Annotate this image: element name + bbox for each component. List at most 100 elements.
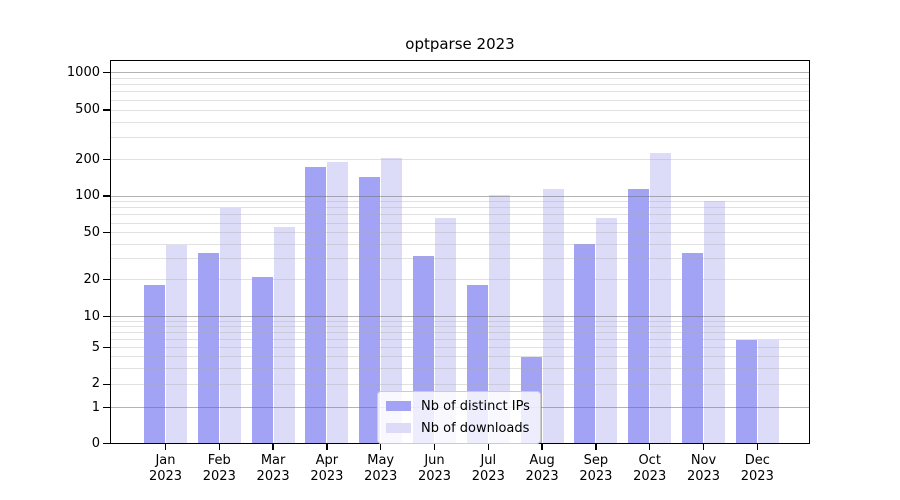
bar-nb-of-distinct-ips-jan: [144, 285, 165, 444]
x-tick-mark-aug: [541, 443, 543, 450]
y-tick-mark-0: [103, 442, 110, 445]
gridline-70: [110, 214, 810, 216]
x-tick-label-apr: Apr 2023: [310, 453, 344, 484]
y-tick-mark-100: [103, 195, 110, 197]
x-tick-mark-jun: [433, 443, 436, 450]
bar-nb-of-downloads-may: [381, 157, 403, 444]
y-tick-mark-2: [103, 383, 110, 385]
gridline-300: [110, 137, 810, 139]
gridline-10: [110, 316, 810, 318]
bar-nb-of-distinct-ips-dec: [735, 339, 757, 444]
y-tick-label-200: 200: [75, 151, 100, 167]
bar-nb-of-downloads-sep: [596, 218, 618, 444]
legend-swatch-downloads: [386, 423, 411, 433]
gridline-80: [110, 207, 810, 209]
chart-title: optparse 2023: [405, 35, 515, 53]
y-tick-label-1000: 1000: [66, 64, 100, 80]
bar-nb-of-distinct-ips-apr: [305, 166, 327, 444]
gridline-1000: [110, 72, 810, 74]
bar-nb-of-downloads-dec: [757, 339, 779, 444]
y-tick-label-2: 2: [91, 376, 100, 392]
gridline-800: [110, 84, 810, 86]
legend-item-downloads: Nb of downloads: [386, 419, 530, 437]
bar-nb-of-downloads-mar: [273, 226, 295, 444]
legend-swatch-distinct-ips: [386, 401, 411, 411]
y-tick-label-1: 1: [91, 399, 100, 415]
x-tick-label-feb: Feb 2023: [202, 453, 236, 484]
gridline-9: [110, 320, 810, 322]
x-tick-label-aug: Aug 2023: [525, 453, 559, 484]
bar-nb-of-distinct-ips-may: [359, 176, 381, 444]
x-tick-label-nov: Nov 2023: [686, 453, 721, 484]
y-tick-mark-1: [103, 406, 110, 409]
y-tick-mark-20: [103, 279, 110, 281]
gridline-20: [110, 279, 810, 281]
bar-nb-of-distinct-ips-nov: [682, 252, 703, 444]
x-tick-mark-feb: [218, 443, 220, 450]
gridline-50: [110, 232, 810, 234]
gridline-700: [110, 91, 810, 93]
y-tick-label-5: 5: [91, 339, 100, 355]
legend-item-distinct-ips: Nb of distinct IPs: [386, 397, 530, 415]
x-tick-mark-sep: [595, 443, 597, 450]
gridline-5: [110, 347, 810, 349]
y-tick-label-500: 500: [75, 102, 100, 117]
bar-nb-of-downloads-oct: [650, 152, 672, 444]
x-tick-mark-dec: [756, 443, 758, 450]
x-tick-label-mar: Mar 2023: [256, 453, 290, 484]
gridline-200: [110, 159, 810, 161]
y-tick-mark-5: [103, 347, 110, 349]
x-tick-mark-jan: [164, 443, 167, 450]
plot-area: 0 1 2 5 10 20 50 100 200 500 1000 Jan 2023 Feb 2023 M…: [67, 60, 810, 484]
gridline-900: [110, 77, 810, 79]
bar-nb-of-distinct-ips-feb: [197, 252, 219, 444]
gridline-7: [110, 332, 810, 334]
bar-nb-of-downloads-jan: [166, 245, 187, 444]
x-tick-label-sep: Sep 2023: [579, 453, 613, 484]
x-tick-label-oct: Oct 2023: [633, 453, 667, 484]
gridline-4: [110, 356, 810, 358]
gridline-100: [110, 195, 810, 197]
gridline-40: [110, 243, 810, 245]
x-tick-label-jun: Jun 2023: [417, 453, 452, 484]
gridline-8: [110, 326, 810, 328]
x-tick-label-may: May 2023: [364, 453, 398, 484]
bar-nb-of-distinct-ips-sep: [574, 244, 596, 444]
x-tick-mark-oct: [649, 443, 651, 450]
x-tick-mark-nov: [702, 443, 705, 450]
bar-nb-of-downloads-jul: [488, 195, 510, 444]
gridline-600: [110, 99, 810, 101]
legend-label-downloads: Nb of downloads: [421, 420, 530, 436]
x-tick-mark-jul: [487, 443, 489, 450]
x-tick-mark-mar: [272, 443, 274, 450]
x-tick-label-dec: Dec 2023: [740, 453, 774, 484]
bar-nb-of-downloads-feb: [219, 207, 241, 444]
y-tick-mark-10: [103, 316, 110, 318]
y-tick-mark-50: [103, 232, 110, 234]
bar-nb-of-distinct-ips-mar: [251, 277, 273, 444]
y-tick-label-50: 50: [83, 224, 100, 240]
y-tick-mark-500: [103, 109, 110, 111]
legend-label-distinct-ips: Nb of distinct IPs: [421, 398, 530, 414]
gridline-60: [110, 222, 810, 224]
gridline-500: [110, 109, 810, 111]
legend: Nb of distinct IPs Nb of downloads: [377, 391, 541, 444]
x-tick-label-jan: Jan 2023: [148, 453, 183, 484]
y-tick-label-10: 10: [83, 308, 100, 324]
bar-nb-of-downloads-jun: [435, 218, 456, 444]
gridline-6: [110, 339, 810, 341]
y-tick-label-100: 100: [75, 188, 100, 203]
y-tick-mark-200: [103, 159, 110, 161]
bar-nb-of-downloads-apr: [327, 161, 349, 444]
x-tick-mark-may: [380, 443, 382, 450]
y-tick-mark-1000: [103, 72, 110, 74]
gridline-2: [110, 383, 810, 385]
gridline-400: [110, 121, 810, 123]
y-tick-label-20: 20: [83, 271, 100, 287]
x-tick-label-jul: Jul 2023: [471, 453, 505, 484]
x-tick-mark-apr: [326, 443, 328, 450]
gridline-3: [110, 367, 810, 369]
bar-nb-of-downloads-nov: [704, 200, 725, 444]
y-tick-label-0: 0: [91, 435, 100, 451]
